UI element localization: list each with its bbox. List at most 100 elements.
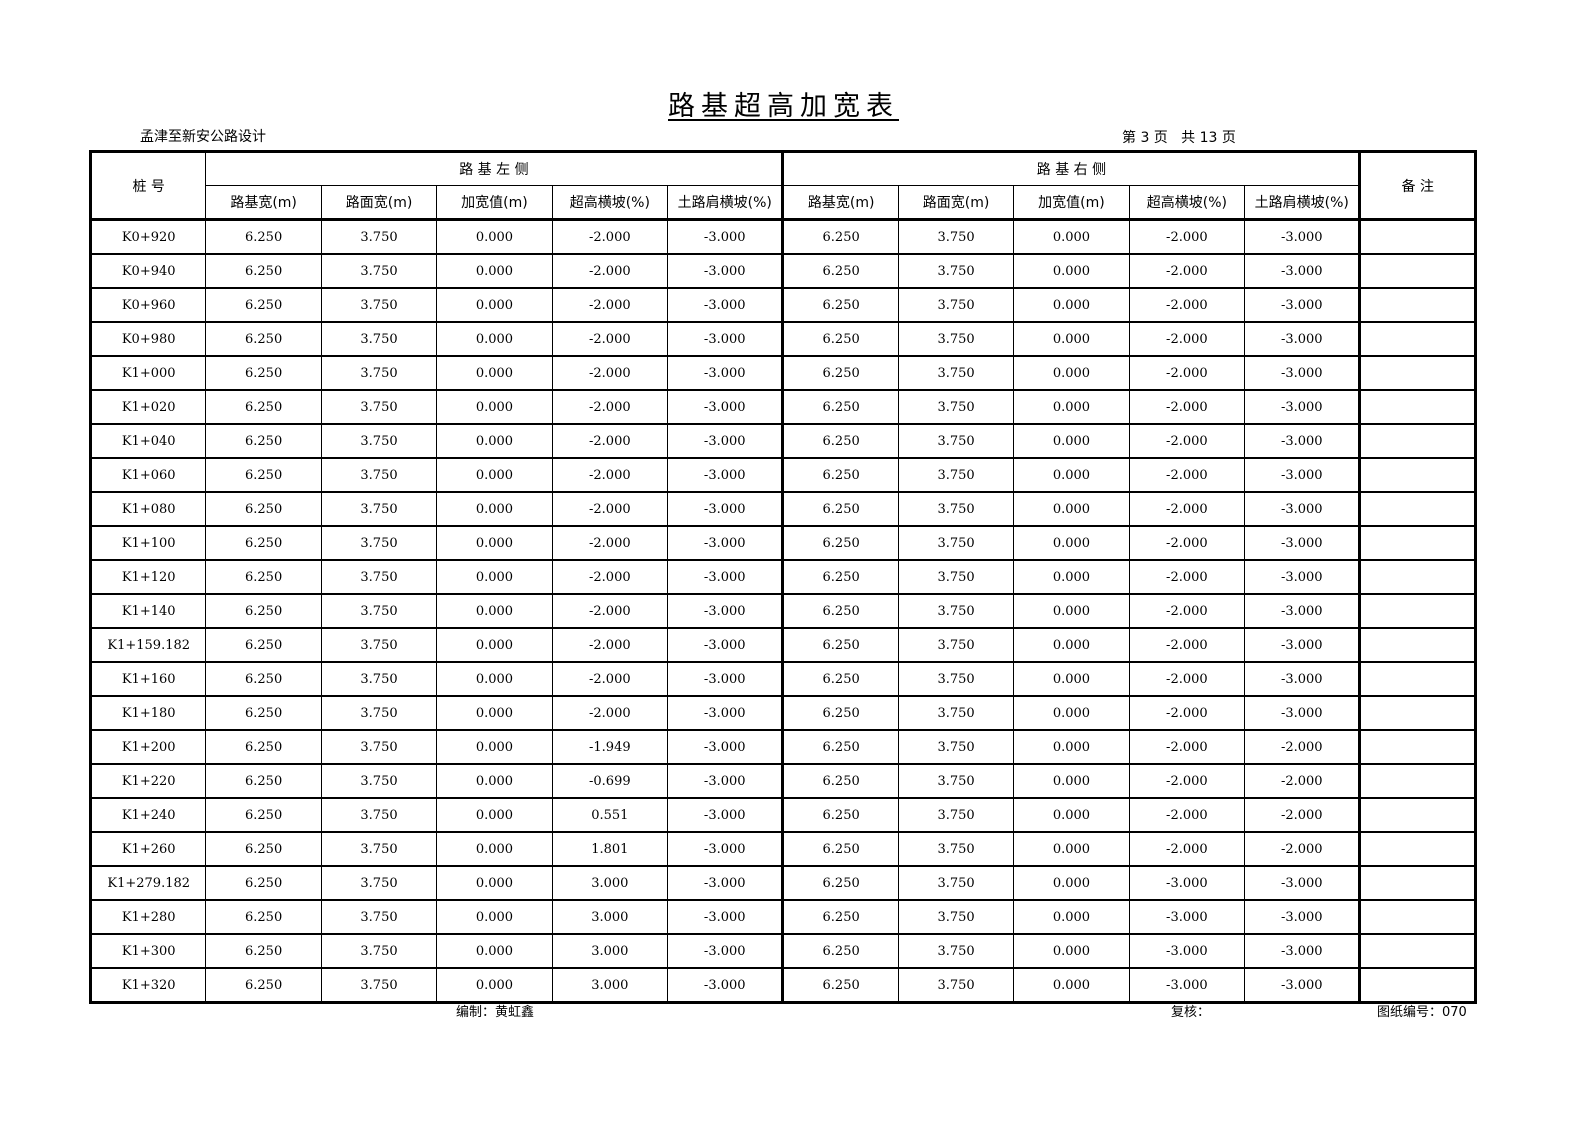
value-cell: 6.250 (782, 763, 899, 799)
value-cell: 3.750 (320, 933, 438, 969)
value-cell: 0.000 (436, 287, 553, 323)
value-cell: 0.000 (1013, 457, 1130, 493)
header-right-col: 路基宽(m) (782, 185, 899, 221)
value-cell: 0.000 (436, 389, 553, 425)
remarks-cell (1358, 763, 1476, 799)
value-cell: 0.000 (1013, 831, 1130, 867)
value-cell: 3.750 (897, 967, 1015, 1003)
header-left-group: 路 基 左 侧 (205, 151, 785, 186)
value-cell: 0.000 (1013, 593, 1130, 629)
value-cell: 3.750 (320, 593, 438, 629)
value-cell: -3.000 (667, 967, 785, 1003)
value-cell: -2.000 (551, 389, 669, 425)
value-cell: 6.250 (205, 593, 322, 629)
value-cell: -3.000 (1244, 219, 1361, 255)
value-cell: -2.000 (1128, 355, 1246, 391)
station-cell: K1+280 (89, 899, 207, 935)
value-cell: 0.000 (436, 559, 553, 595)
station-cell: K0+980 (89, 321, 207, 357)
value-cell: 3.750 (320, 423, 438, 459)
value-cell: 0.000 (436, 253, 553, 289)
value-cell: 3.750 (320, 525, 438, 561)
value-cell: 6.250 (782, 559, 899, 595)
remarks-cell (1358, 729, 1476, 765)
header-left-col: 土路肩横坡(%) (667, 185, 785, 221)
value-cell: 6.250 (782, 457, 899, 493)
page-info: 第 3 页 共 13 页 (1122, 130, 1236, 146)
value-cell: -2.000 (551, 525, 669, 561)
value-cell: -2.000 (551, 491, 669, 527)
value-cell: -3.000 (1128, 933, 1246, 969)
value-cell: 3.750 (897, 253, 1015, 289)
value-cell: 0.000 (1013, 559, 1130, 595)
value-cell: -2.000 (1244, 763, 1361, 799)
value-cell: -2.000 (1244, 729, 1361, 765)
table-row: K1+140 6.250 3.750 0.000 -2.000 -3.000 6.250 3.… (89, 593, 1476, 629)
value-cell: 0.000 (1013, 253, 1130, 289)
value-cell: 3.750 (897, 627, 1015, 663)
value-cell: 6.250 (205, 695, 322, 731)
value-cell: 3.750 (320, 661, 438, 697)
remarks-cell (1358, 525, 1476, 561)
station-cell: K0+920 (89, 219, 207, 255)
value-cell: 3.750 (320, 695, 438, 731)
value-cell: -3.000 (1244, 457, 1361, 493)
value-cell: 6.250 (782, 219, 899, 255)
station-cell: K1+240 (89, 797, 207, 833)
value-cell: 0.551 (551, 797, 669, 833)
value-cell: 3.750 (897, 899, 1015, 935)
value-cell: -3.000 (667, 899, 785, 935)
value-cell: -2.000 (1128, 695, 1246, 731)
value-cell: 0.000 (1013, 899, 1130, 935)
value-cell: -3.000 (667, 729, 785, 765)
value-cell: 3.750 (897, 525, 1015, 561)
value-cell: 3.750 (320, 321, 438, 357)
value-cell: -2.000 (1128, 423, 1246, 459)
value-cell: 3.750 (320, 355, 438, 391)
value-cell: 6.250 (205, 253, 322, 289)
compiler: 编制：黄虹鑫 (456, 1005, 535, 1020)
value-cell: -3.000 (1244, 967, 1361, 1003)
value-cell: 0.000 (1013, 933, 1130, 969)
table-row: K1+020 6.250 3.750 0.000 -2.000 -3.000 6.250 3.… (89, 389, 1476, 425)
value-cell: 6.250 (205, 287, 322, 323)
table-row: K1+240 6.250 3.750 0.000 0.551 -3.000 6.250 3.7… (89, 797, 1476, 833)
value-cell: -2.000 (551, 321, 669, 357)
value-cell: 3.750 (320, 457, 438, 493)
value-cell: 3.750 (897, 491, 1015, 527)
value-cell: 0.000 (1013, 491, 1130, 527)
station-cell: K1+159.182 (89, 627, 207, 663)
table-row: K1+320 6.250 3.750 0.000 3.000 -3.000 6.250 3.7… (89, 967, 1476, 1003)
value-cell: 0.000 (436, 729, 553, 765)
value-cell: -2.000 (1128, 729, 1246, 765)
value-cell: -3.000 (1244, 559, 1361, 595)
value-cell: -2.000 (1128, 253, 1246, 289)
header-right-col: 路面宽(m) (897, 185, 1015, 221)
value-cell: 6.250 (205, 729, 322, 765)
value-cell: 3.750 (320, 627, 438, 663)
remarks-cell (1358, 423, 1476, 459)
table-row: K1+160 6.250 3.750 0.000 -2.000 -3.000 6.250 3.… (89, 661, 1476, 697)
value-cell: 3.000 (551, 899, 669, 935)
remarks-cell (1358, 899, 1476, 935)
value-cell: -3.000 (1244, 491, 1361, 527)
header-left-col: 路面宽(m) (320, 185, 438, 221)
station-cell: K1+220 (89, 763, 207, 799)
value-cell: 6.250 (782, 287, 899, 323)
table-row: K1+180 6.250 3.750 0.000 -2.000 -3.000 6.250 3.… (89, 695, 1476, 731)
station-cell: K1+160 (89, 661, 207, 697)
value-cell: 0.000 (1013, 219, 1130, 255)
value-cell: 3.750 (897, 797, 1015, 833)
station-cell: K1+020 (89, 389, 207, 425)
reviewer: 复核： (1171, 1005, 1211, 1020)
value-cell: 6.250 (205, 967, 322, 1003)
value-cell: -2.000 (551, 593, 669, 629)
value-cell: 0.000 (1013, 389, 1130, 425)
value-cell: 6.250 (205, 899, 322, 935)
value-cell: 0.000 (1013, 695, 1130, 731)
value-cell: 0.000 (1013, 627, 1130, 663)
value-cell: -2.000 (551, 627, 669, 663)
station-cell: K1+040 (89, 423, 207, 459)
remarks-cell (1358, 559, 1476, 595)
header-right-col: 加宽值(m) (1013, 185, 1130, 221)
